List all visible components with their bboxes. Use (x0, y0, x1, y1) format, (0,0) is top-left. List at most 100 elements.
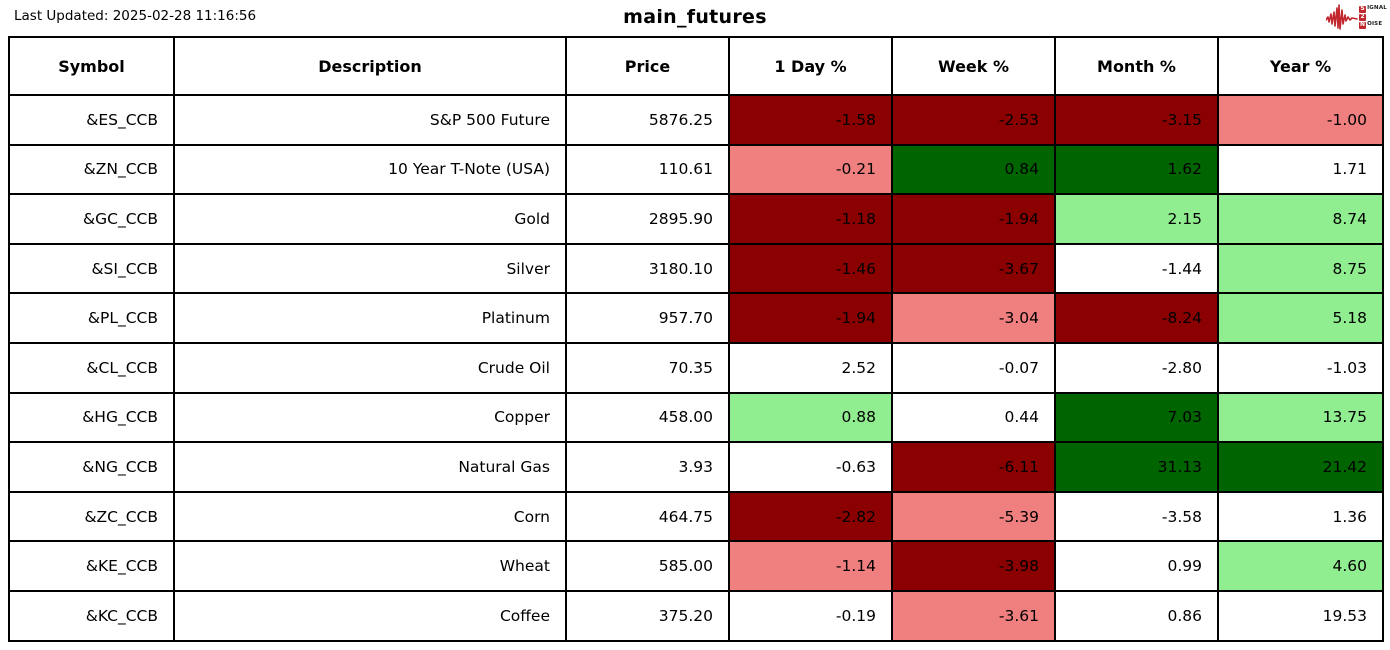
logo-word-signal: IGNAL (1367, 5, 1387, 12)
year-change-cell: -1.03 (1217, 341, 1384, 394)
column-header-description: Description (173, 36, 567, 96)
week-change-cell: -6.11 (891, 441, 1056, 493)
symbol-cell: &SI_CCB (8, 242, 175, 295)
price-cell: 458.00 (565, 391, 730, 444)
year-change-cell: -1.00 (1217, 94, 1384, 146)
description-cell: Corn (173, 490, 567, 543)
price-cell: 3180.10 (565, 242, 730, 295)
month-change-cell: -2.80 (1054, 341, 1219, 394)
symbol-cell: &HG_CCB (8, 391, 175, 444)
symbol-cell: &ZN_CCB (8, 143, 175, 196)
day-change-cell: 0.88 (728, 391, 893, 444)
year-change-cell: 19.53 (1217, 589, 1384, 642)
week-change-cell: -2.53 (891, 94, 1056, 146)
header-row: Symbol Description Price 1 Day % Week % … (8, 36, 1384, 96)
price-cell: 110.61 (565, 143, 730, 196)
week-change-cell: -5.39 (891, 490, 1056, 543)
table-row: &GC_CCB Gold 2895.90 -1.18 -1.94 2.15 8.74 (8, 193, 1384, 245)
price-cell: 375.20 (565, 589, 730, 642)
day-change-cell: -1.58 (728, 94, 893, 146)
year-change-cell: 13.75 (1217, 391, 1384, 444)
week-change-cell: -3.98 (891, 540, 1056, 592)
description-cell: 10 Year T-Note (USA) (173, 143, 567, 196)
year-change-cell: 8.75 (1217, 242, 1384, 295)
year-change-cell: 21.42 (1217, 441, 1384, 493)
description-cell: Platinum (173, 292, 567, 344)
week-change-cell: 0.44 (891, 391, 1056, 444)
table-row: &KC_CCB Coffee 375.20 -0.19 -3.61 0.86 19.53 (8, 589, 1384, 642)
day-change-cell: -1.94 (728, 292, 893, 344)
week-change-cell: 0.84 (891, 143, 1056, 196)
description-cell: Natural Gas (173, 441, 567, 493)
month-change-cell: -1.44 (1054, 242, 1219, 295)
day-change-cell: -2.82 (728, 490, 893, 543)
price-cell: 5876.25 (565, 94, 730, 146)
waveform-icon (1326, 4, 1358, 30)
description-cell: S&P 500 Future (173, 94, 567, 146)
description-cell: Copper (173, 391, 567, 444)
price-cell: 2895.90 (565, 193, 730, 245)
futures-table: Symbol Description Price 1 Day % Week % … (8, 36, 1384, 642)
symbol-cell: &PL_CCB (8, 292, 175, 344)
signal2noise-logo: S IGNAL 2 N OISE (1326, 3, 1387, 31)
month-change-cell: 2.15 (1054, 193, 1219, 245)
table-row: &KE_CCB Wheat 585.00 -1.14 -3.98 0.99 4.60 (8, 540, 1384, 592)
week-change-cell: -3.04 (891, 292, 1056, 344)
table-row: &HG_CCB Copper 458.00 0.88 0.44 7.03 13.75 (8, 391, 1384, 444)
week-change-cell: -3.61 (891, 589, 1056, 642)
price-cell: 957.70 (565, 292, 730, 344)
year-change-cell: 8.74 (1217, 193, 1384, 245)
column-header-month: Month % (1054, 36, 1219, 96)
symbol-cell: &ES_CCB (8, 94, 175, 146)
month-change-cell: 7.03 (1054, 391, 1219, 444)
description-cell: Gold (173, 193, 567, 245)
table-row: &ES_CCB S&P 500 Future 5876.25 -1.58 -2.53 -3… (8, 94, 1384, 146)
month-change-cell: -3.58 (1054, 490, 1219, 543)
table-row: &CL_CCB Crude Oil 70.35 2.52 -0.07 -2.80 -1.03 (8, 341, 1384, 394)
table-row: &PL_CCB Platinum 957.70 -1.94 -3.04 -8.24 5.18 (8, 292, 1384, 344)
logo-word-noise: OISE (1367, 21, 1383, 28)
day-change-cell: -0.19 (728, 589, 893, 642)
price-cell: 464.75 (565, 490, 730, 543)
month-change-cell: -8.24 (1054, 292, 1219, 344)
page-title: main_futures (623, 6, 767, 28)
table-row: &ZC_CCB Corn 464.75 -2.82 -5.39 -3.58 1.36 (8, 490, 1384, 543)
logo-text: S IGNAL 2 N OISE (1359, 5, 1387, 29)
month-change-cell: 1.62 (1054, 143, 1219, 196)
month-change-cell: 0.86 (1054, 589, 1219, 642)
week-change-cell: -3.67 (891, 242, 1056, 295)
price-cell: 585.00 (565, 540, 730, 592)
table-row: &NG_CCB Natural Gas 3.93 -0.63 -6.11 31.13 21.… (8, 441, 1384, 493)
symbol-cell: &CL_CCB (8, 341, 175, 394)
year-change-cell: 4.60 (1217, 540, 1384, 592)
year-change-cell: 1.71 (1217, 143, 1384, 196)
table-row: &ZN_CCB 10 Year T-Note (USA) 110.61 -0.21 0.… (8, 143, 1384, 196)
logo-letter-s: S (1359, 5, 1367, 13)
day-change-cell: -1.46 (728, 242, 893, 295)
column-header-year: Year % (1217, 36, 1384, 96)
month-change-cell: -3.15 (1054, 94, 1219, 146)
month-change-cell: 31.13 (1054, 441, 1219, 493)
description-cell: Coffee (173, 589, 567, 642)
day-change-cell: -0.63 (728, 441, 893, 493)
description-cell: Wheat (173, 540, 567, 592)
symbol-cell: &KE_CCB (8, 540, 175, 592)
day-change-cell: -0.21 (728, 143, 893, 196)
price-cell: 70.35 (565, 341, 730, 394)
day-change-cell: 2.52 (728, 341, 893, 394)
column-header-week: Week % (891, 36, 1056, 96)
day-change-cell: -1.14 (728, 540, 893, 592)
column-header-symbol: Symbol (8, 36, 175, 96)
month-change-cell: 0.99 (1054, 540, 1219, 592)
symbol-cell: &KC_CCB (8, 589, 175, 642)
price-cell: 3.93 (565, 441, 730, 493)
week-change-cell: -0.07 (891, 341, 1056, 394)
top-bar: Last Updated: 2025-02-28 11:16:56 main_f… (0, 0, 1390, 36)
year-change-cell: 1.36 (1217, 490, 1384, 543)
logo-letter-2: 2 (1359, 13, 1367, 21)
year-change-cell: 5.18 (1217, 292, 1384, 344)
description-cell: Crude Oil (173, 341, 567, 394)
day-change-cell: -1.18 (728, 193, 893, 245)
futures-table-body: &ES_CCB S&P 500 Future 5876.25 -1.58 -2.53 -3… (8, 94, 1384, 642)
column-header-1day: 1 Day % (728, 36, 893, 96)
